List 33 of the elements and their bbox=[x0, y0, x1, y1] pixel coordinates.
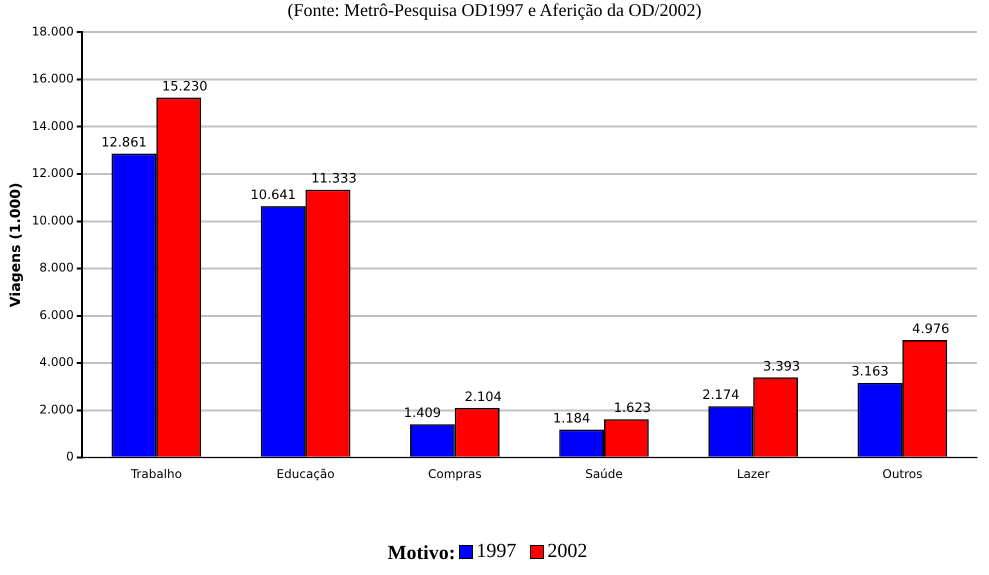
y-tick-label: 10.000 bbox=[32, 213, 74, 228]
y-tick-label: 8.000 bbox=[39, 260, 74, 275]
x-tick-label: Outros bbox=[882, 466, 922, 481]
data-label: 12.861 bbox=[101, 136, 147, 151]
x-tick-label: Trabalho bbox=[130, 466, 182, 481]
data-label: 2.174 bbox=[702, 388, 740, 404]
data-label: 4.976 bbox=[912, 322, 950, 337]
y-axis-title: Viagens (1.000) bbox=[8, 182, 24, 308]
data-label: 11.333 bbox=[311, 172, 357, 187]
x-tick-label: Educação bbox=[276, 466, 335, 481]
data-label: 15.230 bbox=[162, 80, 208, 95]
y-tick-label: 14.000 bbox=[32, 118, 74, 133]
y-tick-label: 18.000 bbox=[32, 24, 74, 38]
data-label: 1.184 bbox=[553, 411, 590, 426]
y-tick-label: 6.000 bbox=[39, 308, 74, 322]
legend-title: Motivo: bbox=[388, 542, 456, 564]
y-tick-label: 4.000 bbox=[39, 355, 74, 370]
data-label: 1.409 bbox=[404, 406, 442, 422]
legend-label: 1997 bbox=[476, 540, 516, 563]
x-tick-label: Saúde bbox=[585, 466, 623, 481]
y-tick-label: 2.000 bbox=[39, 402, 74, 416]
x-tick-label: Lazer bbox=[736, 466, 770, 481]
data-label: 3.163 bbox=[851, 364, 889, 380]
y-tick-label: 12.000 bbox=[32, 166, 74, 180]
legend-label: 2002 bbox=[547, 540, 588, 563]
data-label: 1.623 bbox=[614, 401, 651, 416]
data-label: 3.393 bbox=[762, 359, 800, 374]
y-tick-label: 16.000 bbox=[32, 72, 74, 86]
chart-subtitle: (Fonte: Metrô-Pesquisa OD1997 e Aferição da OD/2002) bbox=[286, 0, 702, 20]
x-tick-label: Compras bbox=[428, 466, 482, 481]
data-label: 10.641 bbox=[250, 188, 296, 203]
y-tick-label: 0 bbox=[66, 450, 74, 464]
data-label: 2.104 bbox=[464, 390, 502, 405]
